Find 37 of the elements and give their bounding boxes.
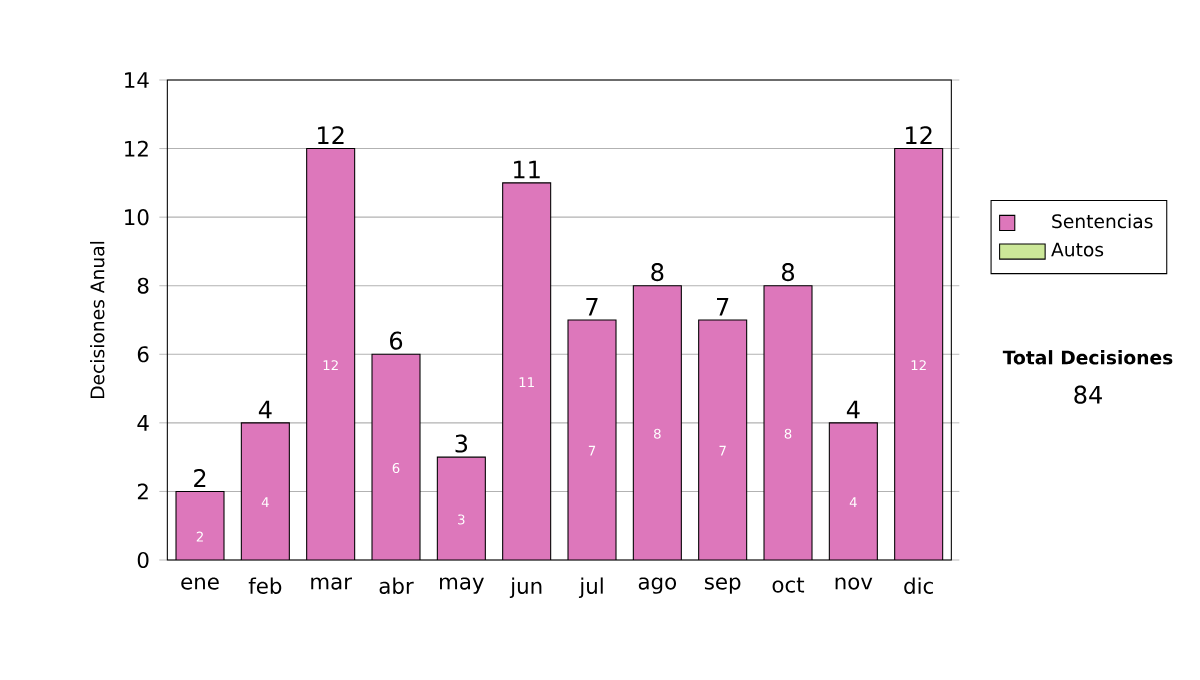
x-tick-label: mar [311,577,352,590]
total-label: 8 [782,263,794,282]
x-tick-label: oct [772,577,805,593]
y-tick-label: 4 [137,415,149,431]
text: Total Decisiones [1002,350,1173,365]
y-tick-label: 6 [137,346,149,363]
x-tick-label: jun [509,577,542,599]
x-tick-label: ene [181,577,219,590]
x-tick-label: feb [248,577,282,594]
y-axis-title: Decisiones Anual [90,241,105,398]
x-tick-label: sep [704,577,741,594]
total-label: 4 [258,400,272,419]
total-label: 6 [390,331,403,350]
total-label: 11 [514,160,540,179]
x-tick-label: ago [638,577,677,594]
x-tick-label: may [440,577,484,594]
x-tick-label: abr [379,577,414,594]
y-tick-label: 8 [137,277,149,294]
y-tick-label: 12 [125,140,148,157]
y-tick-label: 10 [125,209,149,226]
total-label: 12 [318,126,344,145]
legend-label: Autos [1051,242,1104,257]
total-label: 8 [651,263,664,282]
y-tick-label: 0 [137,551,149,569]
total-label: 7 [717,297,729,316]
legend-label: Sentencias [1052,213,1153,229]
total-label: 2 [194,469,206,487]
y-tick-label: 2 [137,483,148,500]
total-label: 7 [586,297,598,316]
total-label: 4 [846,400,860,419]
total-label: 12 [906,126,932,145]
text: 84 [1074,385,1102,404]
total-label: 3 [455,434,468,453]
x-tick-label: nov [835,577,873,590]
x-tick-label: dic [904,577,933,594]
y-tick-label: 14 [125,72,149,88]
x-tick-label: jul [578,577,603,599]
